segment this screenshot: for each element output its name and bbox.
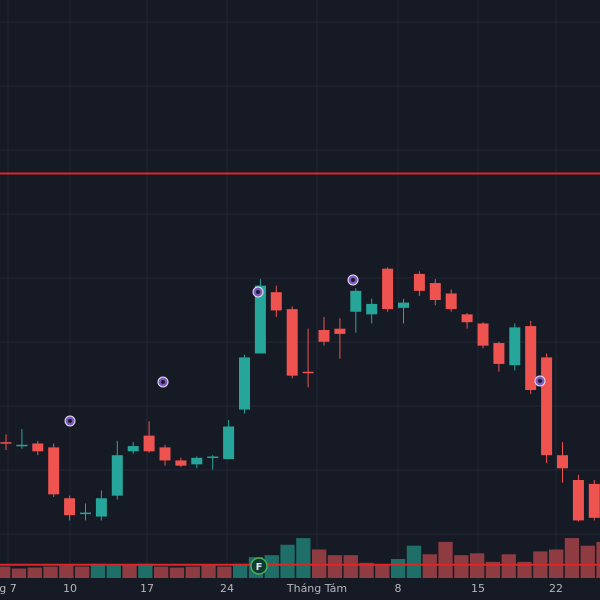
candle-body[interactable] (525, 326, 537, 390)
candle-body[interactable] (445, 293, 457, 310)
volume-bar (280, 544, 295, 578)
candle-body[interactable] (318, 330, 330, 342)
candle-body[interactable] (207, 456, 219, 459)
candle-body[interactable] (64, 498, 76, 516)
candle-body[interactable] (111, 455, 123, 496)
candle-body[interactable] (588, 483, 600, 518)
candles (0, 267, 600, 522)
volume-bar (501, 554, 516, 578)
candle-body[interactable] (541, 357, 553, 456)
x-tick-label: Tháng Tám (286, 582, 347, 595)
candle-body[interactable] (239, 357, 250, 410)
candle-body[interactable] (191, 457, 203, 465)
dividend-icon-dot (68, 419, 72, 423)
candle-body[interactable] (366, 303, 378, 315)
candle-body[interactable] (477, 323, 489, 346)
volume-bar (406, 545, 422, 578)
candle-body[interactable] (382, 268, 394, 310)
x-tick-label: 24 (220, 582, 234, 595)
volume-bar (59, 565, 74, 578)
volume-bar (122, 564, 137, 578)
candle-body[interactable] (302, 371, 314, 374)
candle-body[interactable] (254, 285, 266, 354)
volume-bar (485, 561, 501, 578)
volume-bar (312, 549, 327, 578)
volume-bar (233, 563, 248, 578)
x-tick-label: 22 (549, 582, 563, 595)
volume-bar (0, 566, 11, 578)
candle-body[interactable] (175, 460, 187, 466)
candle-body[interactable] (429, 283, 441, 300)
volume-bar (296, 538, 311, 578)
volume-bar (359, 562, 374, 578)
dividend-icon-dot (256, 290, 260, 294)
earnings-icon[interactable] (250, 557, 268, 575)
dividend-icon-dot (538, 379, 542, 383)
volume-bar (43, 566, 58, 578)
x-axis: g 7 10 17 24 Tháng Tám 8 15 22 (0, 582, 563, 595)
volume-bar (264, 555, 279, 578)
candle-body[interactable] (95, 498, 107, 517)
candle-body[interactable] (461, 314, 473, 323)
volume-bar (106, 565, 121, 578)
volume-bar (201, 564, 216, 578)
x-tick-label: 10 (63, 582, 77, 595)
candle-body[interactable] (0, 442, 12, 444)
volume-bar (90, 563, 106, 578)
dividend-icon-dot (161, 380, 165, 384)
candle-body[interactable] (223, 426, 235, 460)
volume-bar (596, 541, 600, 578)
volume-bars (0, 538, 600, 578)
volume-bar (422, 554, 437, 578)
volume-bar (154, 566, 169, 578)
candle-body[interactable] (48, 447, 60, 495)
volume-bar (169, 567, 185, 578)
volume-bar (517, 561, 532, 578)
candle-body[interactable] (159, 447, 171, 461)
candle-body[interactable] (16, 444, 28, 447)
volume-bar (75, 566, 90, 578)
volume-bar (549, 549, 564, 578)
earnings-marker[interactable]: F (250, 557, 268, 575)
candle-body[interactable] (398, 302, 409, 308)
event-markers[interactable] (64, 274, 546, 427)
grid (0, 0, 600, 580)
volume-bar (185, 566, 200, 578)
volume-bar (138, 563, 153, 578)
volume-bar (27, 567, 42, 578)
candle-body[interactable] (572, 480, 584, 521)
candle-body[interactable] (350, 290, 362, 312)
volume-bar (217, 566, 232, 578)
candle-body[interactable] (493, 343, 505, 364)
candle-body[interactable] (32, 443, 44, 452)
candle-body[interactable] (557, 455, 568, 469)
candle-body[interactable] (286, 309, 298, 376)
volume-bar (580, 545, 595, 578)
volume-bar (375, 564, 390, 578)
candle-body[interactable] (509, 327, 521, 366)
volume-bar (11, 568, 27, 578)
volume-bar (454, 555, 469, 578)
x-tick-label: 15 (471, 582, 485, 595)
volume-bar (564, 538, 580, 578)
x-tick-label: g 7 (0, 582, 17, 595)
horizontal-levels[interactable] (0, 172, 600, 566)
candle-body[interactable] (413, 273, 425, 291)
candle-body[interactable] (334, 328, 346, 334)
candle-body[interactable] (143, 435, 155, 452)
x-tick-label: 8 (395, 582, 402, 595)
volume-bar (438, 541, 453, 578)
x-tick-label: 17 (140, 582, 154, 595)
volume-bar (343, 555, 358, 578)
earnings-label: F (256, 562, 263, 573)
candle-body[interactable] (270, 292, 282, 311)
volume-bar (391, 559, 406, 578)
candle-body[interactable] (80, 512, 91, 515)
dividend-icon-dot (351, 278, 355, 282)
volume-bar (327, 555, 343, 578)
candle-body[interactable] (127, 446, 139, 452)
